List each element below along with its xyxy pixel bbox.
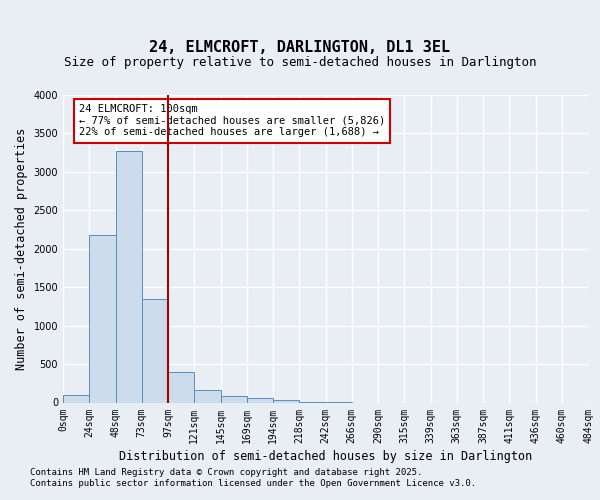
Text: 24, ELMCROFT, DARLINGTON, DL1 3EL: 24, ELMCROFT, DARLINGTON, DL1 3EL — [149, 40, 451, 55]
Bar — [273, 400, 299, 402]
Bar — [89, 236, 115, 402]
Text: Contains HM Land Registry data © Crown copyright and database right 2025.: Contains HM Land Registry data © Crown c… — [30, 468, 422, 477]
Bar — [115, 150, 142, 402]
Bar — [63, 395, 89, 402]
Text: Size of property relative to semi-detached houses in Darlington: Size of property relative to semi-detach… — [64, 56, 536, 69]
Y-axis label: Number of semi-detached properties: Number of semi-detached properties — [15, 128, 28, 370]
Text: 24 ELMCROFT: 100sqm
← 77% of semi-detached houses are smaller (5,826)
22% of sem: 24 ELMCROFT: 100sqm ← 77% of semi-detach… — [79, 104, 385, 138]
Bar — [221, 396, 247, 402]
Bar — [142, 298, 168, 403]
X-axis label: Distribution of semi-detached houses by size in Darlington: Distribution of semi-detached houses by … — [119, 450, 532, 462]
Bar — [194, 390, 221, 402]
Bar — [247, 398, 273, 402]
Text: Contains public sector information licensed under the Open Government Licence v3: Contains public sector information licen… — [30, 479, 476, 488]
Bar — [168, 372, 194, 402]
